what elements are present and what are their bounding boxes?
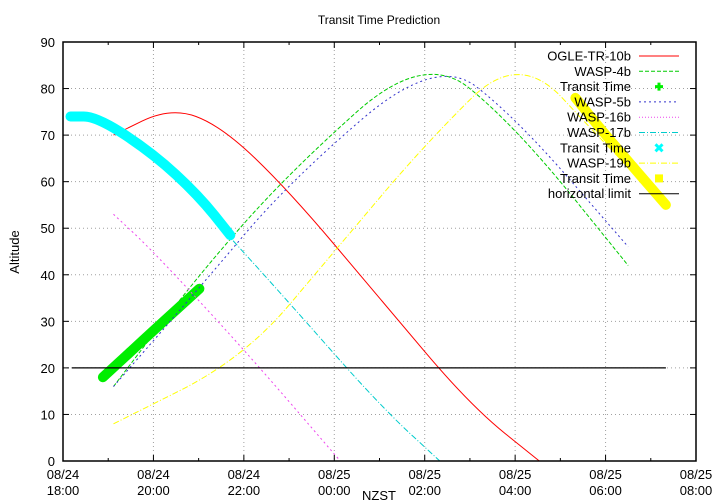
transit-time-curve (65, 111, 236, 241)
square-icon (655, 174, 663, 183)
legend-label: Transit Time (560, 140, 631, 155)
x-tick-time: 20:00 (137, 483, 170, 498)
x-tick-date: 08/25 (589, 467, 622, 482)
ogle-tr-10b-curve (113, 112, 540, 462)
series-curves (65, 73, 671, 462)
legend-label: horizontal limit (548, 186, 631, 201)
legend-label: WASP-4b (574, 64, 631, 79)
x-tick-date: 08/25 (318, 467, 351, 482)
cross-icon (654, 143, 664, 153)
x-tick-time: 04:00 (499, 483, 532, 498)
wasp-5b-curve (113, 75, 629, 387)
y-tick-label: 60 (41, 175, 55, 190)
y-tick-label: 80 (41, 82, 55, 97)
transit-time-curve (570, 92, 671, 210)
y-tick-label: 10 (41, 407, 55, 422)
x-tick-date: 08/24 (228, 467, 261, 482)
legend-label: Transit Time (560, 171, 631, 186)
wasp-17b-curve (70, 116, 441, 462)
x-tick-time: 00:00 (318, 483, 351, 498)
x-tick-date: 08/25 (680, 467, 713, 482)
y-tick-label: 90 (41, 35, 55, 50)
legend-label: WASP-17b (567, 125, 631, 140)
transit-time-curve (97, 283, 205, 383)
wasp-4b-curve (113, 73, 629, 387)
y-axis-label: Altitude (7, 230, 22, 273)
y-tick-label: 40 (41, 268, 55, 283)
x-axis-ticks: 08/2418:0008/2420:0008/2422:0008/2500:00… (47, 42, 713, 498)
chart-title: Transit Time Prediction (318, 13, 440, 27)
x-tick-date: 08/24 (47, 467, 80, 482)
y-tick-label: 0 (48, 454, 55, 469)
x-tick-date: 08/25 (499, 467, 532, 482)
x-tick-time: 02:00 (408, 483, 441, 498)
y-axis-ticks: 0 10 20 30 40 50 60 70 80 90 (41, 35, 696, 469)
y-tick-label: 70 (41, 128, 55, 143)
legend-label: WASP-16b (567, 110, 631, 125)
plus-icon (655, 82, 663, 91)
x-axis-label: NZST (362, 488, 396, 503)
wasp-16b-curve (113, 213, 341, 462)
legend-label: OGLE-TR-10b (547, 49, 631, 64)
x-tick-time: 08:00 (680, 483, 713, 498)
legend-label: Transit Time (560, 79, 631, 94)
legend-label: WASP-19b (567, 156, 631, 171)
x-tick-date: 08/24 (137, 467, 170, 482)
wasp-19b-curve (113, 74, 667, 425)
legend-label: WASP-5b (574, 94, 631, 109)
x-tick-time: 22:00 (228, 483, 261, 498)
y-tick-label: 30 (41, 314, 55, 329)
y-tick-label: 20 (41, 361, 55, 376)
y-tick-label: 50 (41, 221, 55, 236)
x-tick-time: 18:00 (47, 483, 80, 498)
x-tick-time: 06:00 (589, 483, 622, 498)
x-tick-date: 08/25 (408, 467, 441, 482)
